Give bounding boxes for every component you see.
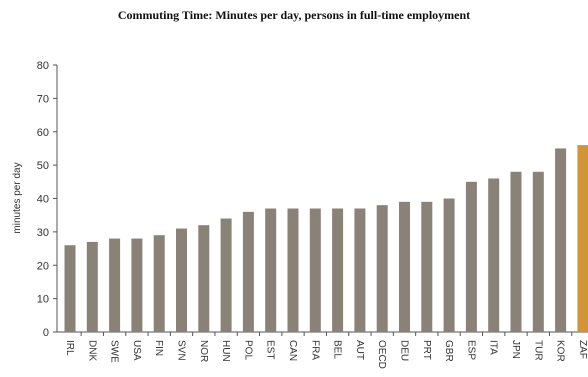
bar-zaf [577,145,588,332]
bar-usa [131,238,143,332]
y-tick-label: 10 [37,294,49,306]
x-tick-label-hun: HUN [220,340,231,362]
x-tick-label-fra: FRA [309,340,320,360]
y-tick-label: 30 [37,227,49,239]
bar-svn [176,228,187,332]
x-tick-label-deu: DEU [399,340,410,361]
bar-tur [532,171,544,332]
bar-can [287,208,299,332]
x-tick-label-tur: TUR [532,340,543,361]
bar-fin [153,235,165,332]
x-tick-labels: IRL DNK SWE USA FIN SVN NOR HUN POL EST CAN FRA BEL A… [64,340,588,369]
bar-est [265,208,277,332]
x-tick-label-pol: POL [242,340,253,360]
x-tick-label-ita: ITA [488,340,499,355]
bar-fra [309,208,321,332]
bar-esp [465,181,477,332]
x-tick-label-kor: KOR [555,340,566,362]
x-tick-label-dnk: DNK [86,340,97,361]
bar-oecd [376,205,388,332]
x-tick-label-oecd: OECD [376,340,387,369]
bar-deu [399,201,410,332]
x-tick-label-svn: SVN [176,340,187,361]
bar-kor [555,148,567,332]
x-tick-label-can: CAN [287,340,298,361]
x-tick-label-bel: BEL [332,340,343,359]
y-tick-label: 40 [37,194,49,206]
x-tick-label-aut: AUT [354,340,365,360]
y-tick-label: 50 [37,160,49,172]
bar-swe [109,238,121,332]
y-axis [53,64,588,333]
bar-pol [242,211,254,332]
x-tick-label-gbr: GBR [443,340,454,362]
y-tick-label: 80 [37,60,49,72]
bars [64,145,588,336]
bar-dnk [86,241,98,332]
x-tick-label-usa: USA [131,340,142,361]
x-tick-label-swe: SWE [109,340,120,363]
bar-jpn [510,171,522,332]
bar-gbr [443,198,455,332]
x-tick-label-jpn: JPN [510,340,521,359]
y-tick-labels: 0 10 20 30 40 50 60 70 80 [37,60,49,339]
y-tick-label: 0 [43,327,49,339]
x-tick-label-esp: ESP [465,340,476,360]
bar-ita [488,178,500,332]
y-tick-label: 60 [37,127,49,139]
x-tick-label-nor: NOR [198,340,209,362]
x-tick-label-zaf: ZAF [577,340,588,359]
chart-title: Commuting Time: Minutes per day, persons… [117,8,471,22]
y-tick-label: 70 [37,93,49,105]
x-tick-label-prt: PRT [421,340,432,360]
bar-bel [332,208,344,332]
bar-prt [421,201,433,332]
bar-aut [354,208,366,332]
x-tick-label-fin: FIN [153,340,164,356]
bar-nor [198,225,210,332]
y-axis-title: minutes per day [12,162,23,233]
bar-irl [64,245,76,332]
bar-hun [220,218,232,332]
y-tick-label: 20 [37,260,49,272]
x-tick-label-irl: IRL [64,340,75,356]
x-tick-label-est: EST [265,340,276,359]
